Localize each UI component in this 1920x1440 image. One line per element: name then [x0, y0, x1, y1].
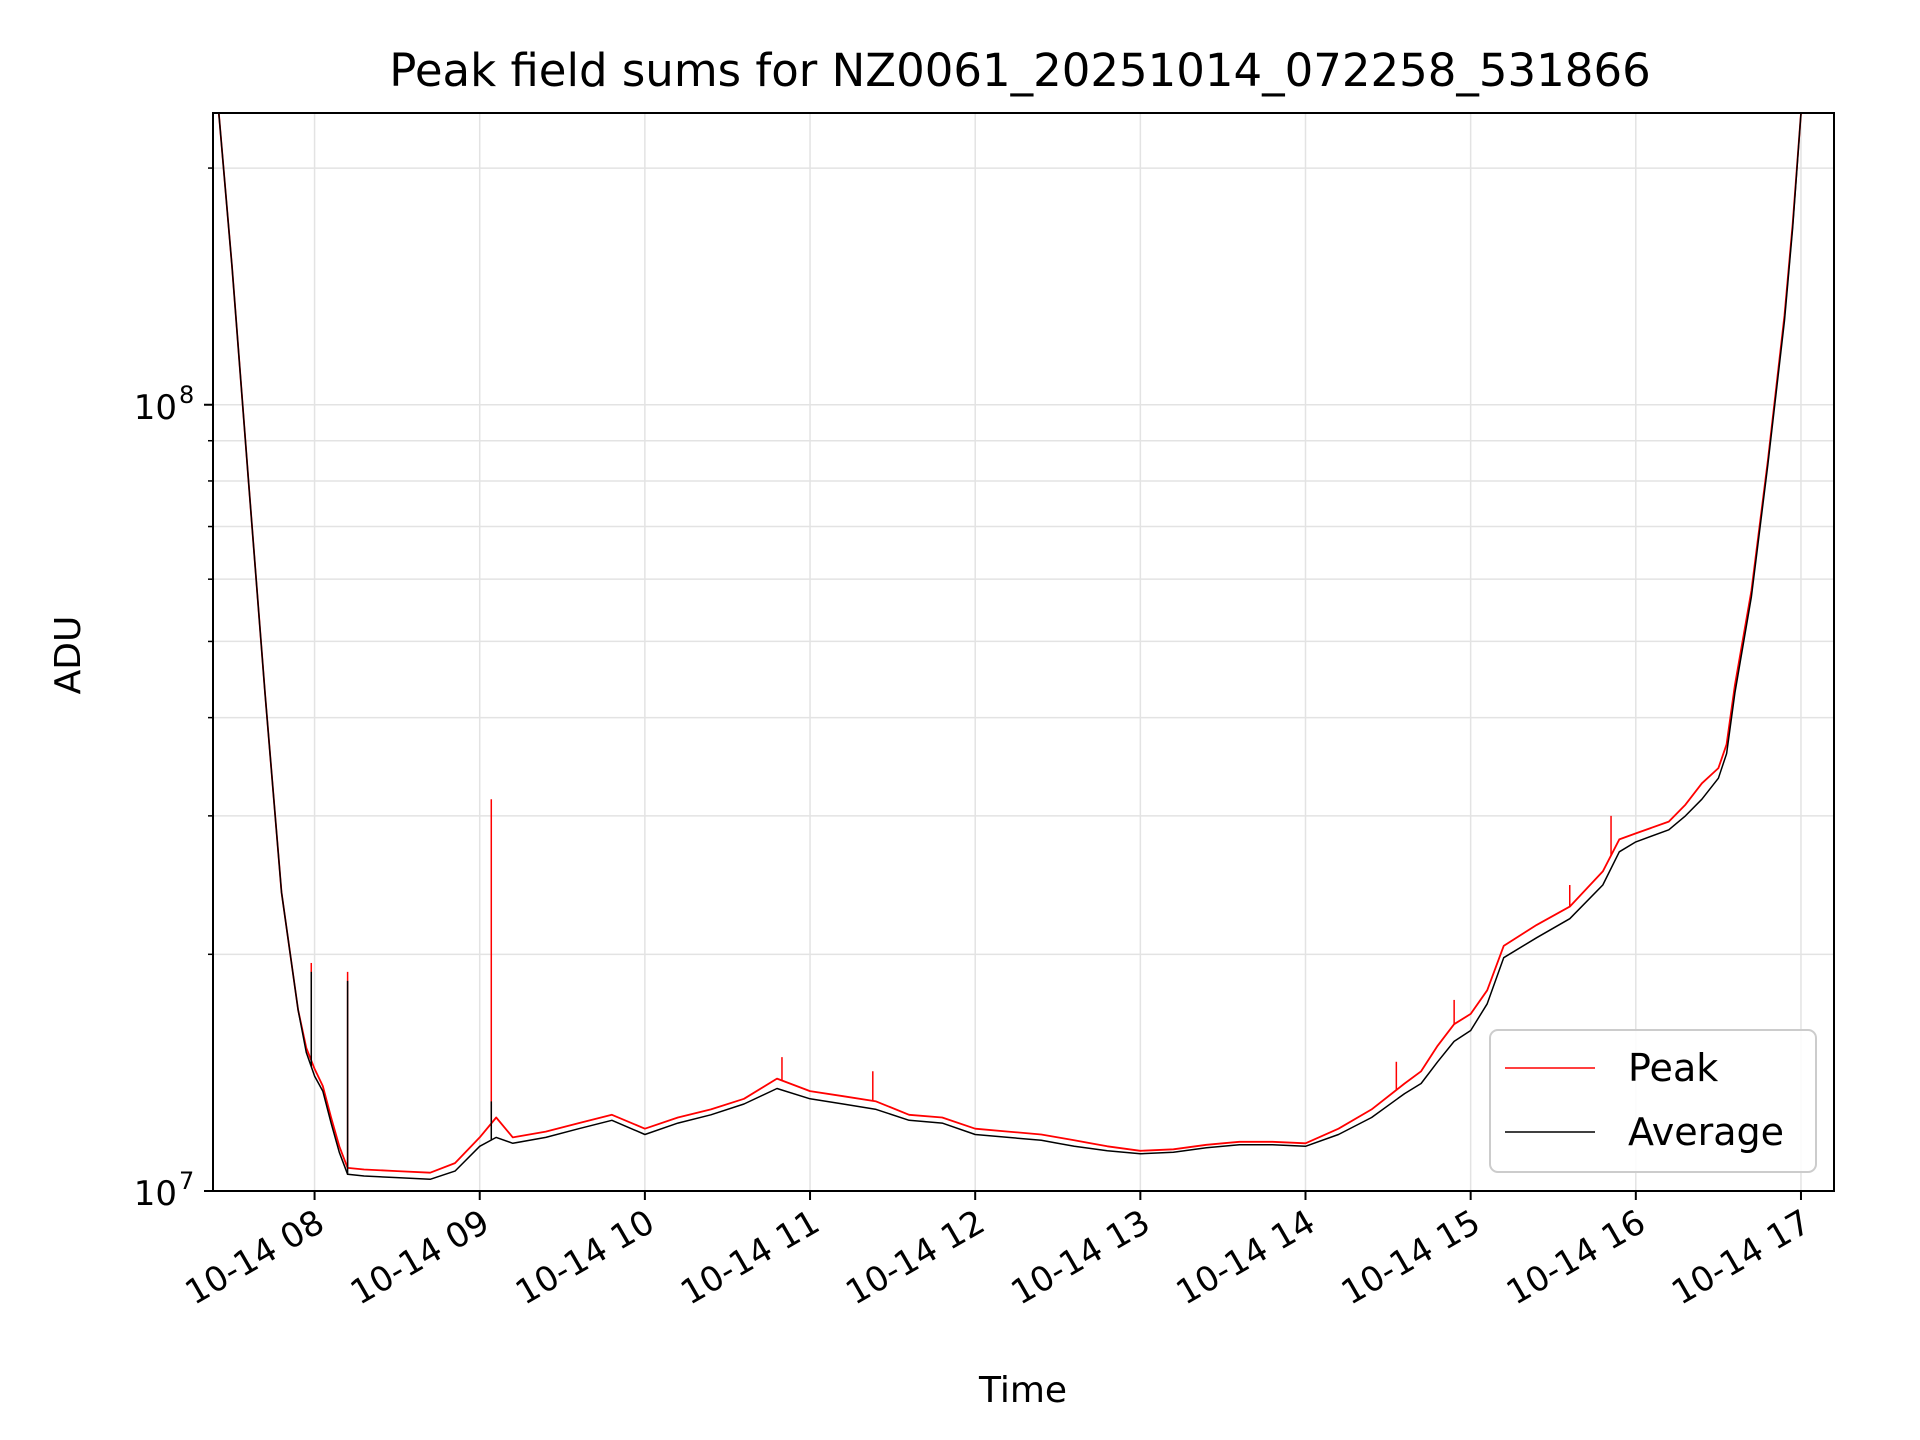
y-axis-label: ADU: [48, 616, 89, 695]
series-line-average: [218, 113, 1802, 1181]
x-axis-label: Time: [978, 1370, 1067, 1411]
y-tick-exponent: 7: [179, 1167, 194, 1195]
legend-label-average: Average: [1628, 1110, 1784, 1154]
legend-box: [1489, 1029, 1817, 1173]
legend-label-peak: Peak: [1628, 1046, 1718, 1090]
plot-area: [217, 113, 1802, 1181]
y-tick-label: 10: [134, 388, 177, 428]
y-tick-exponent: 8: [179, 381, 194, 409]
chart-title: Peak field sums for NZ0061_20251014_0722…: [389, 44, 1650, 97]
legend: Peak Average: [1489, 1029, 1817, 1173]
series-layer: [217, 113, 1802, 1181]
y-tick-label: 10: [134, 1174, 177, 1214]
plot-frame: [212, 112, 1835, 1192]
series-line-peak: [217, 113, 1802, 1174]
